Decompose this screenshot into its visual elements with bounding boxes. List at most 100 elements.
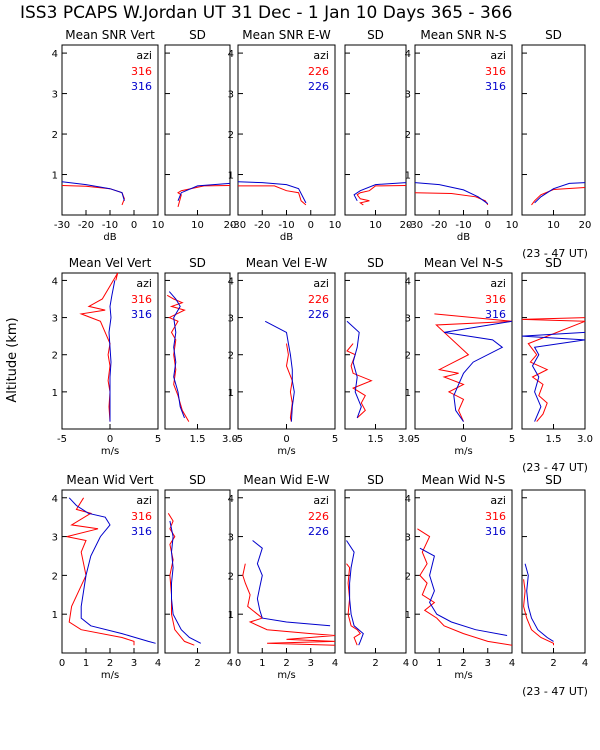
x-tick-label: 3.0 <box>398 434 414 445</box>
y-tick-label: 3 <box>405 90 411 101</box>
panel-frame <box>521 272 586 430</box>
x-axis-label: m/s <box>454 670 472 681</box>
legend-entry-red: 316 <box>131 65 152 78</box>
legend-entry-red: 316 <box>131 510 152 523</box>
legend-title: azi <box>136 49 152 62</box>
x-tick-label: -20 <box>78 220 94 231</box>
series-line-red <box>61 185 125 206</box>
x-tick-label: 1 <box>83 658 89 669</box>
y-tick-label: 1 <box>405 610 411 621</box>
ut-note-row-1: (23 - 47 UT) <box>522 247 588 260</box>
x-tick-label: 1.5 <box>190 434 206 445</box>
series-line-red <box>356 185 407 206</box>
ut-note-row-3: (23 - 47 UT) <box>522 685 588 698</box>
legend-title: azi <box>136 277 152 290</box>
panel-2-4: SD 1.5 3.0 <box>344 256 414 445</box>
panel-title: Mean SNR E-W <box>242 28 331 42</box>
figure-title: ISS3 PCAPS W.Jordan UT 31 Dec - 1 Jan 10… <box>20 3 512 23</box>
series-line-blue <box>264 320 295 422</box>
panel-3-6: SD 2 4 <box>521 473 588 669</box>
panel-title: Mean SNR N-S <box>420 28 506 42</box>
series-line-blue <box>68 497 156 644</box>
y-tick-label: 4 <box>405 49 411 60</box>
x-tick-label: 1 <box>259 658 265 669</box>
y-tick-label: 3 <box>405 314 411 325</box>
y-tick-label: 4 <box>228 49 234 60</box>
series-line-red <box>417 528 513 646</box>
x-tick-label: 10 <box>152 220 165 231</box>
x-tick-label: 10 <box>329 220 342 231</box>
y-tick-label: 2 <box>52 130 58 141</box>
y-tick-label: 4 <box>228 494 234 505</box>
legend-entry-blue: 316 <box>131 308 152 321</box>
x-tick-label: 0 <box>283 434 289 445</box>
panel-title: Mean Wid N-S <box>422 473 506 487</box>
panel-title: Mean SNR Vert <box>65 28 155 42</box>
y-tick-label: 1 <box>228 171 234 182</box>
panel-title: SD <box>545 256 562 270</box>
series-line-blue <box>534 182 586 204</box>
x-tick-label: -10 <box>278 220 294 231</box>
panel-3-5: Mean Wid N-S 0 1 2 3 4 m/s 1 2 3 4 azi 316 316 <box>405 473 516 681</box>
series-line-blue <box>177 182 231 201</box>
series-line-red <box>166 294 190 422</box>
x-tick-label: -20 <box>431 220 447 231</box>
series-line-red <box>285 343 293 422</box>
y-tick-label: 3 <box>228 90 234 101</box>
x-tick-label: 20 <box>400 220 413 231</box>
legend-title: azi <box>490 277 506 290</box>
y-tick-label: 2 <box>405 571 411 582</box>
x-tick-label: 2 <box>194 658 200 669</box>
y-tick-label: 4 <box>52 49 58 60</box>
series-line-red <box>242 563 336 646</box>
legend-entry-red: 226 <box>308 510 329 523</box>
series-line-blue <box>419 547 508 636</box>
y-tick-label: 2 <box>52 351 58 362</box>
y-tick-label: 2 <box>52 571 58 582</box>
legend-entry-blue: 316 <box>131 80 152 93</box>
x-axis-label: dB <box>280 232 293 243</box>
x-tick-label: 0 <box>59 658 65 669</box>
legend-title: azi <box>313 494 329 507</box>
y-tick-label: 4 <box>52 494 58 505</box>
legend-entry-red: 316 <box>485 65 506 78</box>
series-line-red <box>521 317 586 422</box>
panel-1-6: SD 10 20 <box>521 28 591 231</box>
x-axis-label: m/s <box>277 670 295 681</box>
x-tick-label: 1.5 <box>368 434 384 445</box>
panel-title: SD <box>545 28 562 42</box>
panel-title: SD <box>367 28 384 42</box>
legend-entry-blue: 226 <box>308 525 329 538</box>
x-tick-label: -10 <box>102 220 118 231</box>
x-tick-label: 4 <box>509 658 515 669</box>
x-tick-label: 3.0 <box>222 434 238 445</box>
series-line-blue <box>237 181 307 204</box>
legend-title: azi <box>490 494 506 507</box>
x-tick-label: 2 <box>283 658 289 669</box>
panel-frame <box>344 44 407 216</box>
panel-2-5: Mean Vel N-S -5 0 5 m/s 1 2 3 4 azi 316 316 <box>405 256 516 457</box>
x-tick-label: -30 <box>230 220 246 231</box>
y-tick-label: 3 <box>52 314 58 325</box>
series-line-red <box>79 272 119 422</box>
panel-title: Mean Wid Vert <box>66 473 153 487</box>
x-tick-label: 2 <box>107 658 113 669</box>
y-tick-label: 3 <box>228 533 234 544</box>
x-tick-label: -30 <box>407 220 423 231</box>
x-axis-label: dB <box>103 232 116 243</box>
x-tick-label: 0 <box>131 220 137 231</box>
series-line-blue <box>169 520 202 644</box>
panel-3-1: Mean Wid Vert 0 1 2 3 4 m/s 1 2 3 4 azi 316 316 <box>52 473 162 681</box>
x-axis-label: dB <box>457 232 470 243</box>
series-line-blue <box>353 182 407 202</box>
panel-3-2: SD 2 4 <box>164 473 233 669</box>
x-tick-label: 2 <box>550 658 556 669</box>
altitude-axis-label: Altitude (km) <box>5 317 20 402</box>
y-tick-label: 1 <box>52 171 58 182</box>
x-tick-label: 3.0 <box>577 434 593 445</box>
y-tick-label: 1 <box>405 171 411 182</box>
ut-note-row-2: (23 - 47 UT) <box>522 461 588 474</box>
